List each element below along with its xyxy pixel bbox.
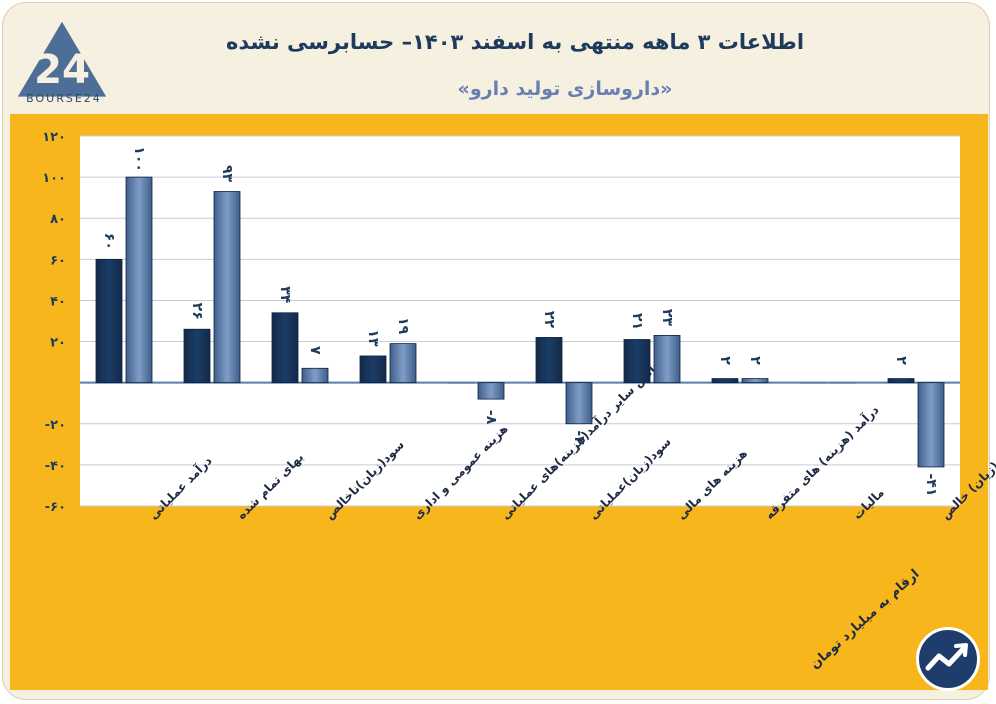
svg-text:24: 24 [34, 46, 90, 93]
logo-text: BOURSE24 [26, 92, 102, 105]
bar-previous [95, 258, 123, 384]
y-tick-label: ۸۰ [50, 212, 66, 227]
bar-current [125, 176, 153, 384]
y-tick-label: ۱۰۰ [42, 171, 66, 186]
y-tick-label: ۱۲۰ [42, 130, 66, 145]
data-label: ۷ [307, 346, 323, 355]
bar-current [741, 378, 769, 384]
data-label: ۲۲ [541, 311, 557, 329]
y-tick-label: ۴۰ [50, 294, 66, 309]
data-label: ۲۳ [659, 309, 675, 327]
y-tick-label: ۲۰ [50, 336, 66, 351]
data-label: -۴۱ [923, 473, 939, 496]
bar-previous [800, 381, 826, 384]
y-tick-label: -۴۰ [45, 459, 66, 474]
bar-previous [359, 355, 387, 384]
data-label: ۲۱ [629, 313, 645, 330]
y-tick-label: -۲۰ [45, 418, 66, 433]
chart-subtitle: «داروسازی تولید دارو» [457, 78, 673, 100]
chart-title: اطلاعات ۳ ماهه منتهی به اسفند ۱۴۰۳– حساب… [225, 30, 805, 54]
data-label: ۶۰ [101, 233, 117, 250]
bar-current [830, 381, 856, 384]
data-label: -۲۰ [571, 430, 587, 453]
trend-badge [916, 627, 980, 691]
bourse24-logo-icon: 24 [17, 21, 107, 97]
bar-previous [887, 378, 915, 384]
bar-previous [271, 312, 299, 384]
bar-current [477, 382, 505, 400]
bar-previous [711, 378, 739, 384]
data-label: ۲۶ [189, 303, 205, 320]
data-label: ۲ [747, 356, 763, 365]
bar-previous [623, 339, 651, 384]
data-label: ۹۳ [219, 165, 235, 183]
bar-current [917, 382, 945, 468]
bar-current [213, 191, 241, 384]
data-label: -۸ [483, 410, 499, 425]
data-label: ۱۳ [365, 329, 381, 347]
bar-current [565, 382, 593, 425]
y-tick-label: -۶۰ [45, 500, 66, 515]
bar-previous [535, 337, 563, 384]
bar-current [653, 334, 681, 384]
y-tick-label: ۶۰ [50, 253, 66, 268]
data-label: ۲ [717, 356, 733, 365]
trend-arrow-icon [925, 643, 968, 671]
bar-current [389, 343, 417, 384]
bar-previous [448, 381, 474, 384]
bar-current [301, 367, 329, 384]
data-label: ۲ [893, 356, 909, 365]
data-label: ۱۰۰ [131, 146, 147, 172]
data-label: ۱۹ [395, 317, 411, 335]
bar-previous [183, 328, 211, 384]
data-label: ۳۴ [277, 286, 293, 304]
